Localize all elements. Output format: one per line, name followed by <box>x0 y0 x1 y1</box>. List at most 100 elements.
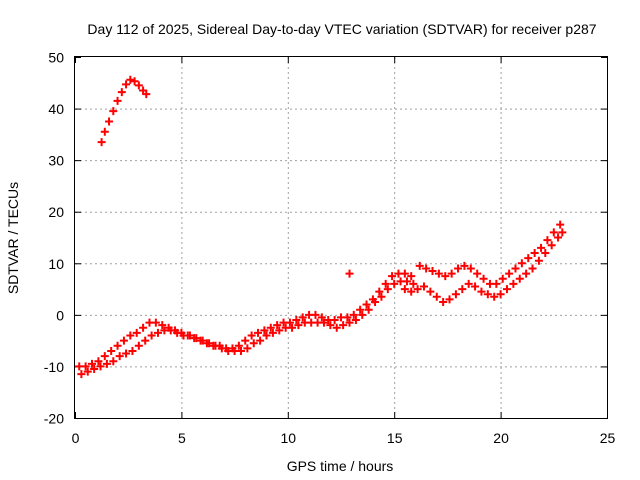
data-point <box>205 339 214 348</box>
data-point <box>292 316 301 325</box>
data-point <box>377 292 386 301</box>
data-point <box>141 336 150 345</box>
data-point <box>454 264 463 273</box>
data-point <box>83 367 92 376</box>
data-point <box>319 318 328 327</box>
data-point <box>134 341 143 350</box>
data-point <box>351 316 360 325</box>
data-point <box>375 287 384 296</box>
data-point <box>498 274 507 283</box>
data-point <box>88 359 97 368</box>
data-point <box>447 269 456 278</box>
data-point <box>234 341 243 350</box>
data-point <box>451 290 460 299</box>
data-point <box>268 328 277 337</box>
data-point <box>158 321 167 330</box>
data-point <box>96 362 105 371</box>
data-point <box>128 346 137 355</box>
data-point <box>534 256 543 265</box>
data-point <box>94 357 103 366</box>
data-point <box>362 300 371 309</box>
data-point <box>371 297 380 306</box>
data-point <box>77 370 86 379</box>
data-point <box>511 264 520 273</box>
data-point <box>298 313 307 322</box>
data-point <box>556 220 565 229</box>
data-point <box>537 243 546 252</box>
data-point <box>422 264 431 273</box>
data-point <box>496 290 505 299</box>
y-tick-label: 30 <box>48 153 64 169</box>
data-point <box>288 323 297 332</box>
data-point <box>273 321 282 330</box>
series-late-trace-A <box>415 220 565 288</box>
x-tick-label: 20 <box>493 430 509 446</box>
data-point <box>515 274 524 283</box>
data-point <box>479 274 488 283</box>
data-point <box>409 279 418 288</box>
data-point <box>275 326 284 335</box>
data-point <box>345 269 354 278</box>
data-point <box>236 346 245 355</box>
data-point <box>483 290 492 299</box>
data-point <box>117 88 126 97</box>
data-point <box>543 236 552 245</box>
data-point <box>549 228 558 237</box>
data-point <box>113 341 122 350</box>
data-point <box>358 310 367 319</box>
data-point <box>151 318 160 327</box>
data-point <box>166 326 175 335</box>
data-point <box>407 272 416 281</box>
y-tick-label: 0 <box>56 307 64 323</box>
data-point <box>473 269 482 278</box>
data-point <box>330 316 339 325</box>
data-point <box>254 328 263 337</box>
data-point <box>126 331 135 340</box>
data-point <box>441 272 450 281</box>
data-point <box>122 80 131 89</box>
y-tick-label: 10 <box>48 256 64 272</box>
y-tick-label: -20 <box>44 411 64 427</box>
data-point <box>113 96 122 105</box>
data-point <box>400 269 409 278</box>
data-point <box>528 264 537 273</box>
data-point <box>134 81 143 90</box>
x-tick-label: 0 <box>72 430 80 446</box>
data-point <box>153 328 162 337</box>
data-point <box>492 279 501 288</box>
data-point <box>345 318 354 327</box>
data-point <box>466 264 475 273</box>
data-point <box>105 117 114 126</box>
data-point <box>142 90 151 99</box>
y-tick-label: 40 <box>48 101 64 117</box>
x-tick-label: 15 <box>387 430 403 446</box>
data-point <box>432 292 441 301</box>
y-tick-label: 20 <box>48 204 64 220</box>
data-point <box>477 287 486 296</box>
data-point <box>339 321 348 330</box>
data-point <box>490 292 499 301</box>
data-point <box>81 362 90 371</box>
data-point <box>445 295 454 304</box>
data-point <box>390 279 399 288</box>
data-point <box>458 285 467 294</box>
plot-frame <box>74 56 608 419</box>
data-point <box>415 261 424 270</box>
series-main-trace-B <box>77 277 418 379</box>
data-point <box>102 359 111 368</box>
data-point <box>326 321 335 330</box>
y-axis-label: SDTVAR / TECUs <box>5 182 21 294</box>
data-point <box>100 127 109 136</box>
data-point <box>471 282 480 291</box>
data-point <box>90 365 99 374</box>
data-point <box>266 323 275 332</box>
data-point <box>217 344 226 353</box>
data-point <box>139 323 148 332</box>
series-early-arc <box>97 75 151 147</box>
data-point <box>541 248 550 257</box>
data-point <box>381 279 390 288</box>
data-point <box>426 287 435 296</box>
data-point <box>256 336 265 345</box>
data-point <box>241 336 250 345</box>
data-point <box>413 285 422 294</box>
